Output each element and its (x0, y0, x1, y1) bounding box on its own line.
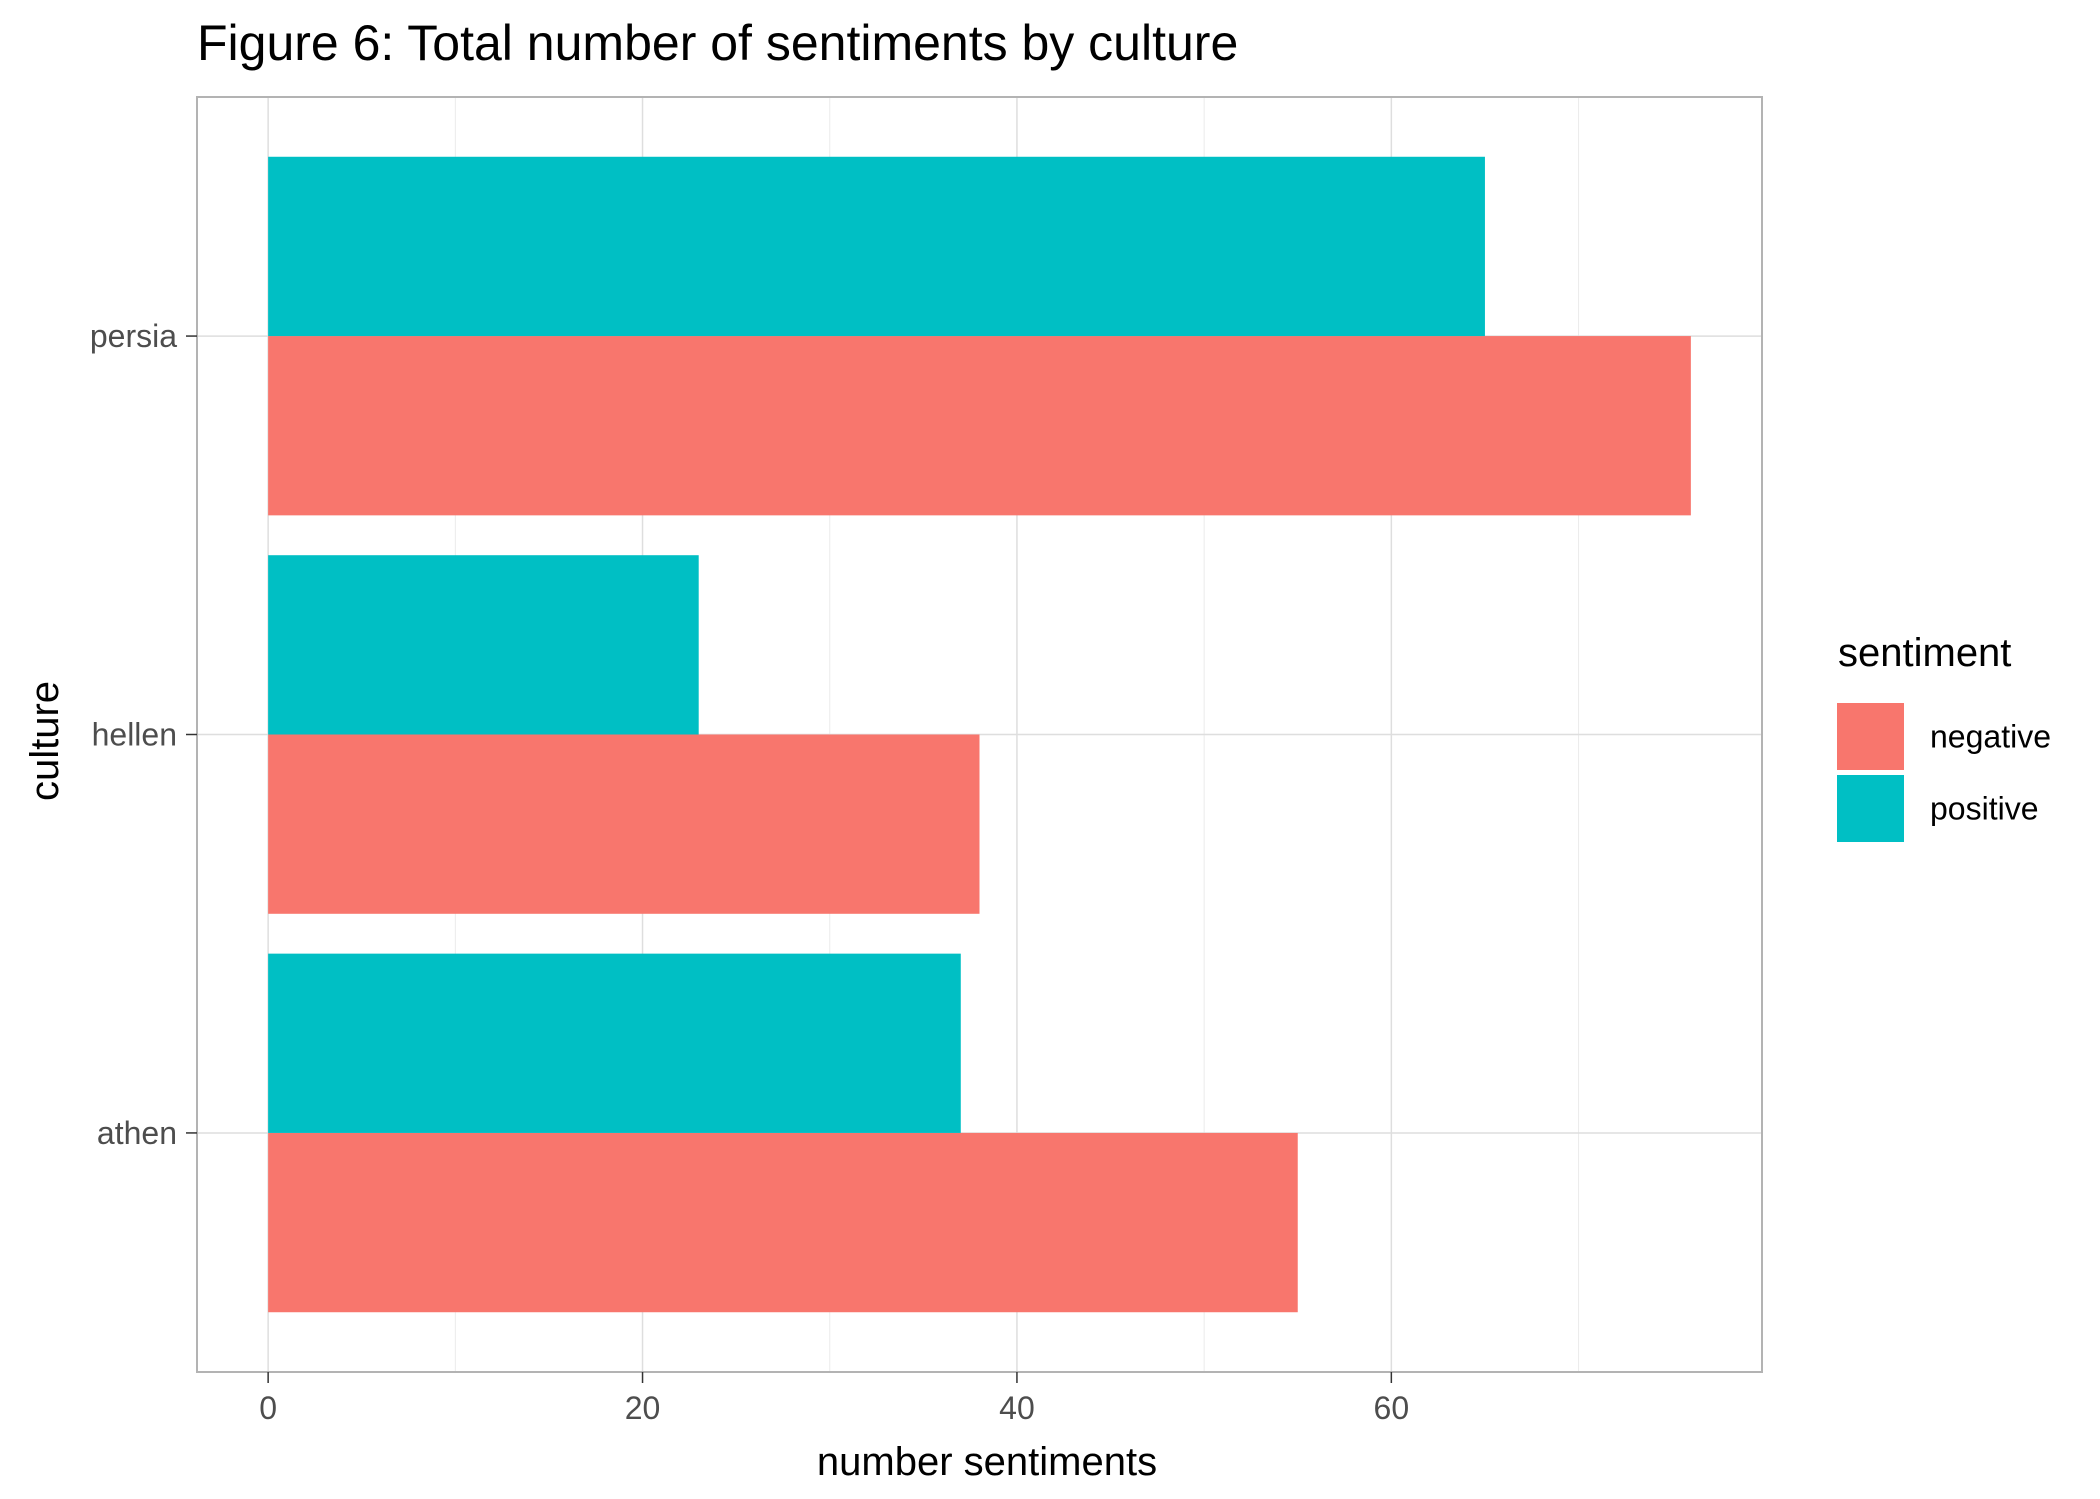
legend-items: negative positive (1837, 703, 2051, 842)
x-tick-label: 20 (625, 1390, 661, 1426)
bar-negative-persia (268, 336, 1691, 516)
y-tick-label-persia: persia (90, 318, 177, 354)
legend-key-negative (1837, 703, 1904, 770)
x-tick-labels: 0 20 40 60 (259, 1390, 1409, 1426)
legend-key-positive (1837, 775, 1904, 842)
chart-title: Figure 6: Total number of sentiments by … (197, 15, 1238, 71)
y-tick-label-athen: athen (97, 1115, 177, 1151)
legend-label-negative: negative (1930, 719, 2051, 755)
bar-positive-hellen (268, 555, 699, 735)
x-tick-label: 60 (1374, 1390, 1410, 1426)
bar-negative-athen (268, 1132, 1298, 1313)
x-tick-label: 40 (999, 1390, 1035, 1426)
bar-positive-athen (268, 953, 961, 1133)
bars (268, 156, 1691, 1313)
legend-label-positive: positive (1930, 791, 2039, 827)
bar-negative-hellen (268, 734, 980, 914)
axis-ticks (186, 335, 1393, 1383)
bar-positive-persia (268, 156, 1485, 337)
x-tick-label: 0 (259, 1390, 277, 1426)
y-tick-label-hellen: hellen (92, 717, 177, 753)
x-axis-title: number sentiments (817, 1440, 1157, 1484)
legend: sentiment negative positive (1837, 631, 2051, 842)
y-tick-labels: athen hellen persia (90, 318, 177, 1151)
y-axis-title: culture (23, 681, 67, 801)
legend-title: sentiment (1838, 631, 2011, 675)
